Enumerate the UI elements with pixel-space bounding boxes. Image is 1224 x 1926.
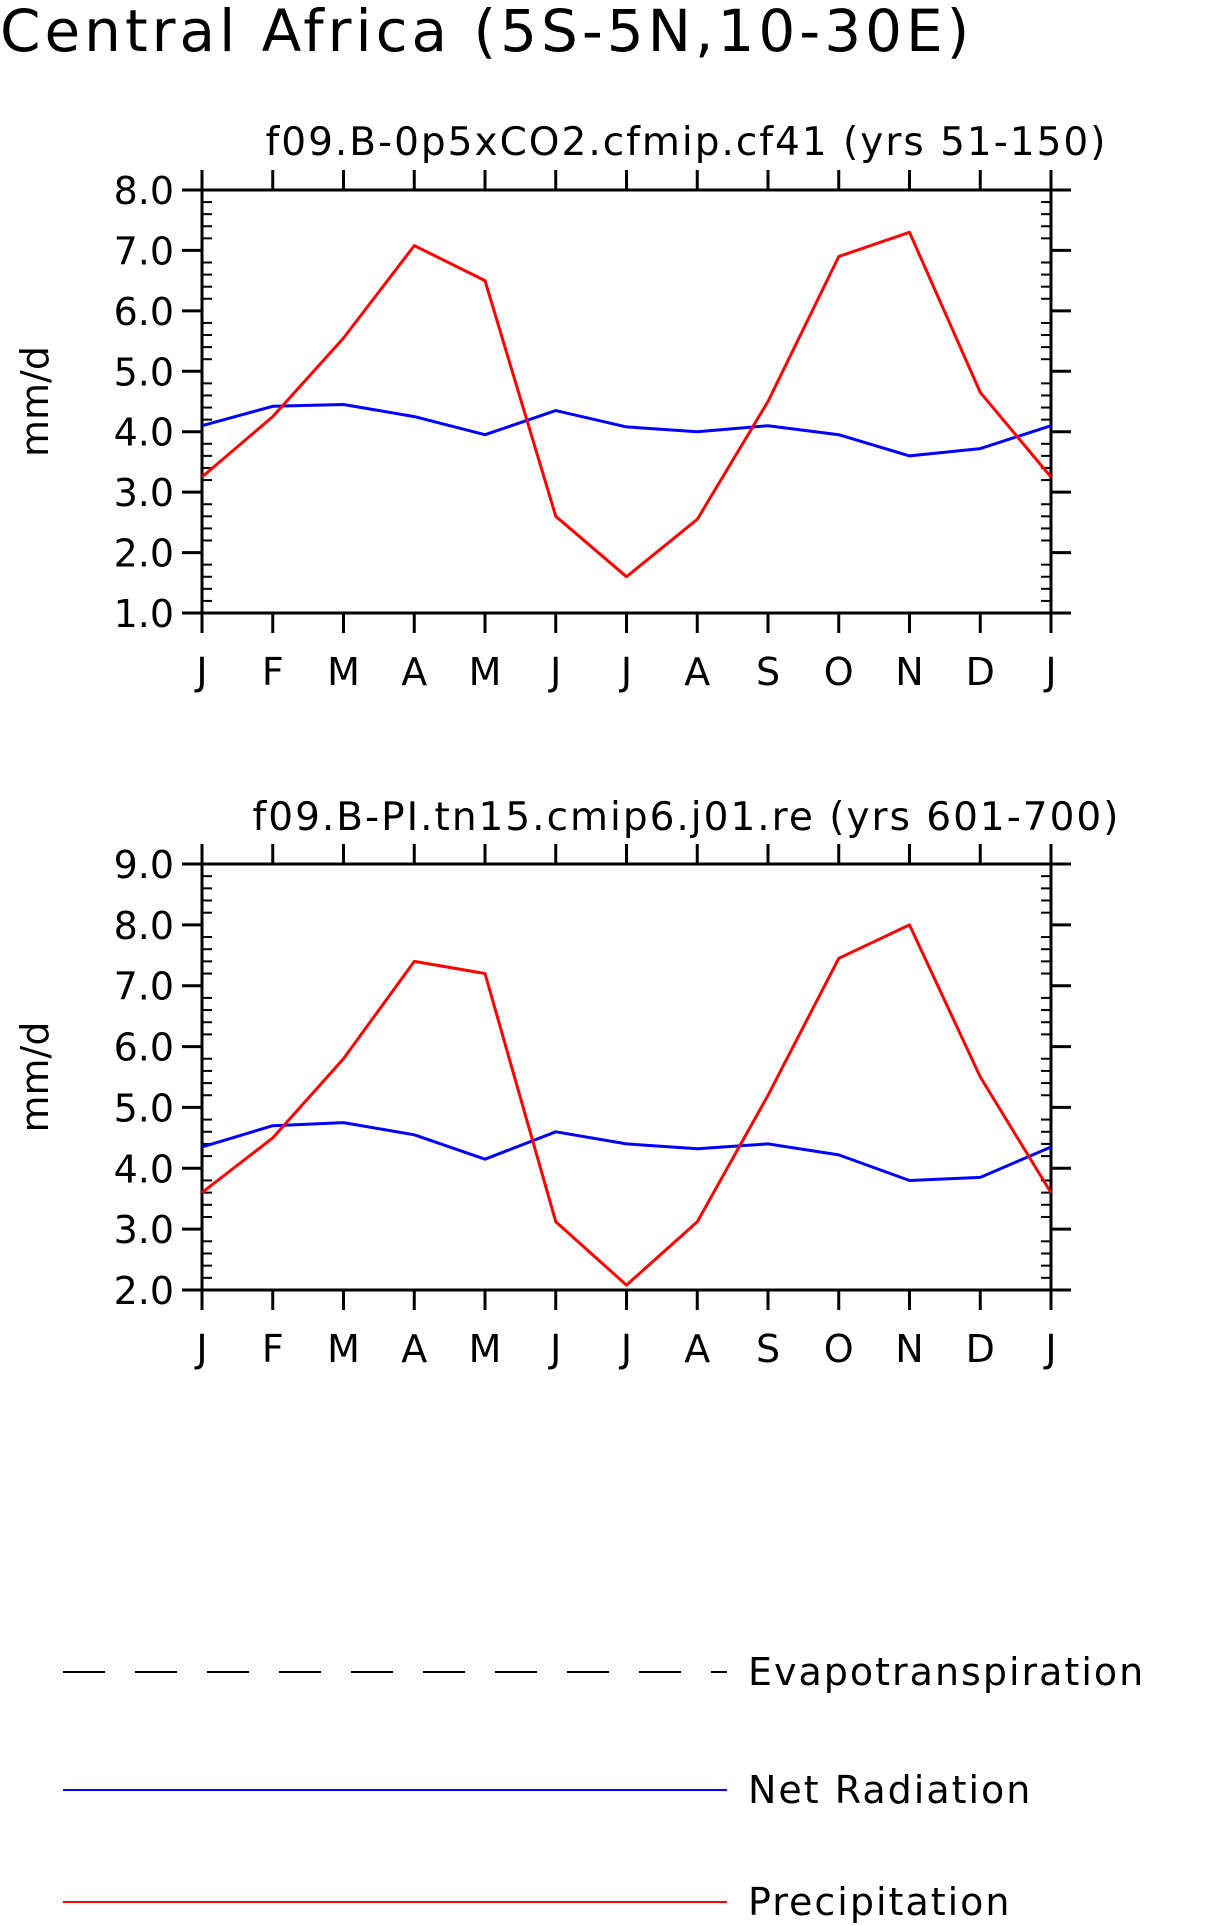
panel-title: f09.B-PI.tn15.cmip6.j01.re (yrs 601-700) bbox=[253, 795, 1121, 840]
x-tick-label: D bbox=[966, 1327, 995, 1371]
y-tick-label: 4.0 bbox=[114, 411, 174, 455]
y-tick-label: 5.0 bbox=[114, 350, 174, 394]
series-line-precipitation bbox=[201, 230, 1053, 579]
x-tick-label: A bbox=[401, 1327, 427, 1371]
y-tick-label: 6.0 bbox=[114, 290, 174, 334]
chart-panel-1: f09.B-0p5xCO2.cfmip.cf41 (yrs 51-150) 1.0… bbox=[13, 120, 1108, 694]
y-tick-label: 7.0 bbox=[114, 229, 174, 273]
y-tick-label: 2.0 bbox=[114, 532, 174, 576]
y-tick-label: 2.0 bbox=[114, 1269, 174, 1313]
x-tick-label: M bbox=[327, 650, 360, 694]
x-tick-label: D bbox=[966, 650, 995, 694]
x-tick-label: J bbox=[194, 650, 207, 694]
legend-label-precipitation: Precipitation bbox=[748, 1880, 1012, 1924]
legend-label-net-radiation: Net Radiation bbox=[748, 1768, 1032, 1812]
x-tick-label: J bbox=[1043, 650, 1056, 694]
y-tick-label: 1.0 bbox=[114, 592, 174, 636]
x-tick-label: A bbox=[684, 650, 710, 694]
plot-frame bbox=[200, 862, 1053, 1292]
chart-main-title: Central Africa (5S-5N,10-30E) bbox=[0, 0, 974, 65]
plot-frame bbox=[200, 188, 1053, 615]
x-tick-label: J bbox=[619, 1327, 632, 1371]
x-tick-label: M bbox=[469, 650, 502, 694]
x-tick-label: N bbox=[895, 1327, 923, 1371]
y-axis-label: mm/d bbox=[13, 346, 57, 457]
x-tick-label: S bbox=[756, 650, 780, 694]
y-tick-label: 3.0 bbox=[114, 1208, 174, 1252]
y-tick-label: 3.0 bbox=[114, 471, 174, 515]
series-line-precipitation bbox=[201, 923, 1053, 1287]
x-tick-label: J bbox=[619, 650, 632, 694]
legend: Evapotranspiration Net Radiation Precipita… bbox=[63, 1650, 1145, 1924]
panel-title: f09.B-0p5xCO2.cfmip.cf41 (yrs 51-150) bbox=[266, 120, 1108, 165]
x-tick-label: J bbox=[1043, 1327, 1056, 1371]
x-tick-label: M bbox=[469, 1327, 502, 1371]
y-tick-label: 9.0 bbox=[114, 843, 174, 887]
y-tick-label: 8.0 bbox=[114, 904, 174, 948]
y-tick-label: 6.0 bbox=[114, 1026, 174, 1070]
y-tick-label: 8.0 bbox=[114, 169, 174, 213]
x-tick-label: F bbox=[262, 650, 284, 694]
series-line-net-radiation bbox=[201, 1121, 1052, 1182]
x-tick-label: O bbox=[824, 1327, 854, 1371]
x-tick-label: F bbox=[262, 1327, 284, 1371]
x-tick-label: J bbox=[548, 650, 561, 694]
y-tick-label: 7.0 bbox=[114, 965, 174, 1009]
series-line-net-radiation bbox=[201, 403, 1052, 458]
chart-panel-2: f09.B-PI.tn15.cmip6.j01.re (yrs 601-700)… bbox=[13, 795, 1121, 1371]
x-tick-label: J bbox=[548, 1327, 561, 1371]
x-tick-label: A bbox=[684, 1327, 710, 1371]
x-tick-label: S bbox=[756, 1327, 780, 1371]
x-tick-label: M bbox=[327, 1327, 360, 1371]
y-tick-label: 5.0 bbox=[114, 1086, 174, 1130]
x-tick-label: N bbox=[895, 650, 923, 694]
y-tick-label: 4.0 bbox=[114, 1147, 174, 1191]
x-tick-label: O bbox=[824, 650, 854, 694]
x-tick-label: J bbox=[194, 1327, 207, 1371]
y-axis-label: mm/d bbox=[13, 1022, 57, 1133]
x-tick-label: A bbox=[401, 650, 427, 694]
legend-label-evapotranspiration: Evapotranspiration bbox=[748, 1650, 1145, 1694]
